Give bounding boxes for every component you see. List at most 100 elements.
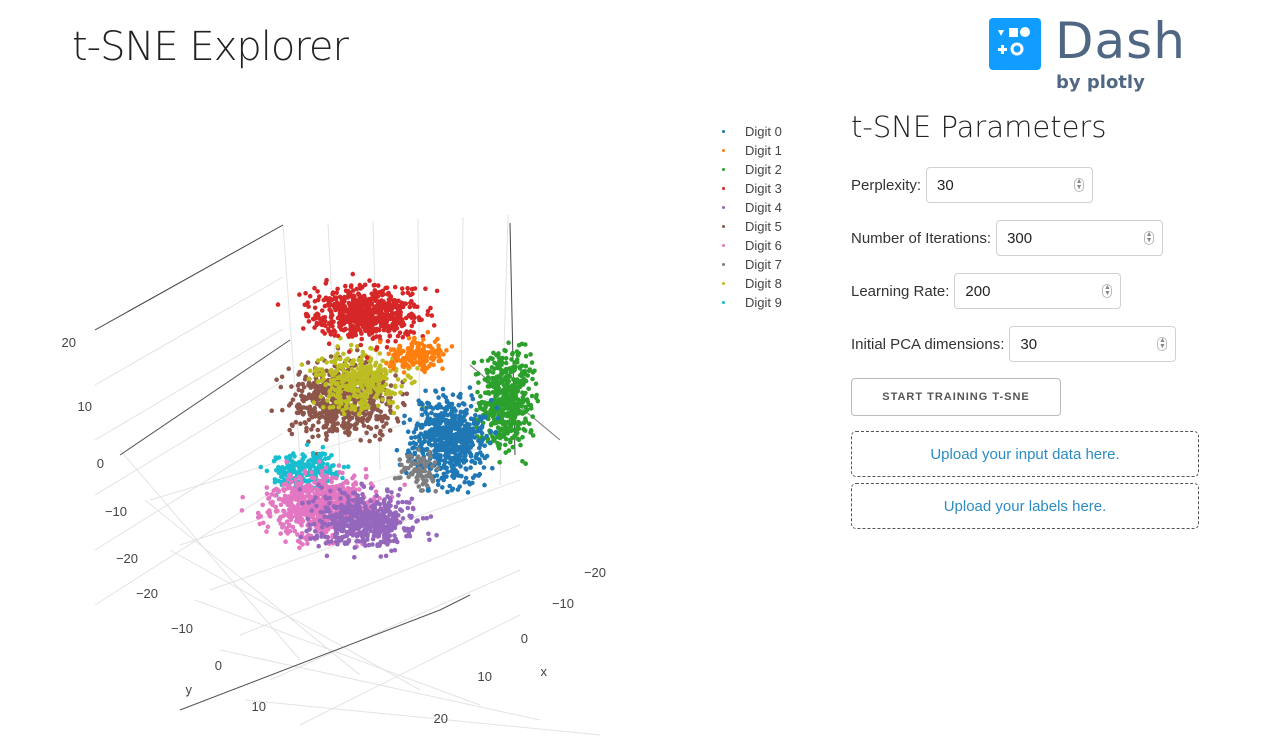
data-point [340, 470, 345, 476]
data-point [299, 517, 305, 522]
data-point [510, 350, 515, 356]
data-point [361, 416, 366, 422]
data-point [319, 414, 325, 419]
tsne-3d-scatter-plot[interactable]: 20 10 0 −10 −20 −20 −10 0 10 20 −20 −10 0 10 x y [0, 100, 840, 742]
perplexity-input[interactable]: 30 ▲ ▼ [926, 167, 1094, 203]
data-point [361, 301, 367, 307]
data-point [480, 415, 485, 420]
data-point [311, 400, 317, 405]
data-point [430, 346, 435, 352]
param-label: Initial PCA dimensions: [851, 335, 1005, 353]
data-point [419, 422, 425, 428]
legend-item[interactable]: Digit 9 [720, 293, 782, 312]
data-point [387, 428, 393, 433]
data-point [412, 355, 418, 361]
data-point [373, 360, 379, 366]
data-point [324, 474, 330, 480]
param-iterations: Number of Iterations: 300 ▲ ▼ [851, 219, 1201, 257]
data-point [278, 384, 284, 390]
data-point [369, 504, 374, 509]
data-point [291, 462, 296, 467]
data-point [368, 485, 374, 491]
data-point [409, 496, 415, 502]
y-tick-label: −10 [171, 621, 193, 636]
data-point [308, 457, 314, 463]
legend-item[interactable]: Digit 2 [720, 160, 782, 179]
upload-data-dropzone[interactable]: Upload your input data here. [851, 431, 1199, 477]
data-point [393, 384, 398, 390]
spinner-icon[interactable]: ▲ ▼ [1157, 337, 1168, 351]
start-training-button[interactable]: START TRAINING T-SNE [851, 378, 1061, 416]
grid-line [239, 524, 521, 636]
data-point [479, 439, 484, 445]
data-point [402, 402, 407, 408]
data-point [355, 347, 360, 353]
spinner-icon[interactable]: ▲ ▼ [1102, 284, 1113, 298]
legend-item[interactable]: Digit 3 [720, 179, 782, 198]
data-point [306, 376, 312, 382]
data-point [399, 358, 404, 364]
data-point [400, 291, 406, 296]
dash-logo-icon [989, 18, 1041, 70]
data-point [451, 475, 457, 481]
data-point [444, 465, 450, 471]
data-point [257, 521, 263, 527]
data-point [282, 477, 287, 482]
data-point [335, 505, 341, 510]
dash-logo[interactable]: Dash by plotly [989, 12, 1189, 98]
data-point [316, 386, 321, 392]
data-point [367, 363, 373, 368]
data-point [319, 497, 324, 503]
z-tick-label: 0 [97, 456, 104, 471]
data-point [374, 424, 379, 430]
data-point [309, 470, 314, 475]
pca-dimensions-input[interactable]: 30 ▲ ▼ [1009, 326, 1177, 362]
legend-item[interactable]: Digit 8 [720, 274, 782, 293]
data-point [319, 367, 325, 372]
data-point [395, 539, 400, 545]
data-point [343, 283, 348, 289]
data-point [352, 555, 357, 560]
data-point [421, 351, 426, 356]
data-point [374, 334, 379, 339]
learning-rate-input[interactable]: 200 ▲ ▼ [954, 273, 1122, 309]
data-point [475, 389, 480, 395]
data-point [413, 359, 419, 365]
data-point [387, 517, 393, 523]
data-point [401, 370, 407, 375]
data-point [423, 409, 428, 415]
data-point [357, 416, 362, 422]
legend-item[interactable]: Digit 0 [720, 122, 782, 141]
data-point [319, 378, 325, 384]
input-value: 300 [1007, 229, 1033, 247]
legend-marker-icon [722, 225, 725, 228]
data-point [479, 399, 485, 405]
spinner-icon[interactable]: ▲ ▼ [1144, 231, 1155, 245]
data-point [348, 531, 354, 537]
data-point [454, 446, 460, 452]
data-point [365, 309, 371, 314]
data-point [368, 345, 373, 351]
data-point [393, 510, 399, 515]
upload-labels-dropzone[interactable]: Upload your labels here. [851, 483, 1199, 529]
data-point [514, 378, 519, 384]
data-point [407, 441, 413, 446]
data-point [286, 473, 292, 478]
data-point [366, 424, 371, 430]
spinner-icon[interactable]: ▲ ▼ [1074, 178, 1085, 192]
legend-label: Digit 4 [745, 200, 782, 215]
data-point [392, 391, 398, 397]
legend-item[interactable]: Digit 5 [720, 217, 782, 236]
legend-item[interactable]: Digit 7 [720, 255, 782, 274]
data-point [523, 404, 528, 410]
legend-label: Digit 9 [745, 295, 782, 310]
legend-item[interactable]: Digit 1 [720, 141, 782, 160]
legend-item[interactable]: Digit 4 [720, 198, 782, 217]
iterations-input[interactable]: 300 ▲ ▼ [996, 220, 1164, 256]
legend-item[interactable]: Digit 6 [720, 236, 782, 255]
data-point [288, 509, 294, 514]
data-point [304, 312, 310, 317]
data-point [520, 459, 525, 464]
data-point [396, 492, 401, 498]
